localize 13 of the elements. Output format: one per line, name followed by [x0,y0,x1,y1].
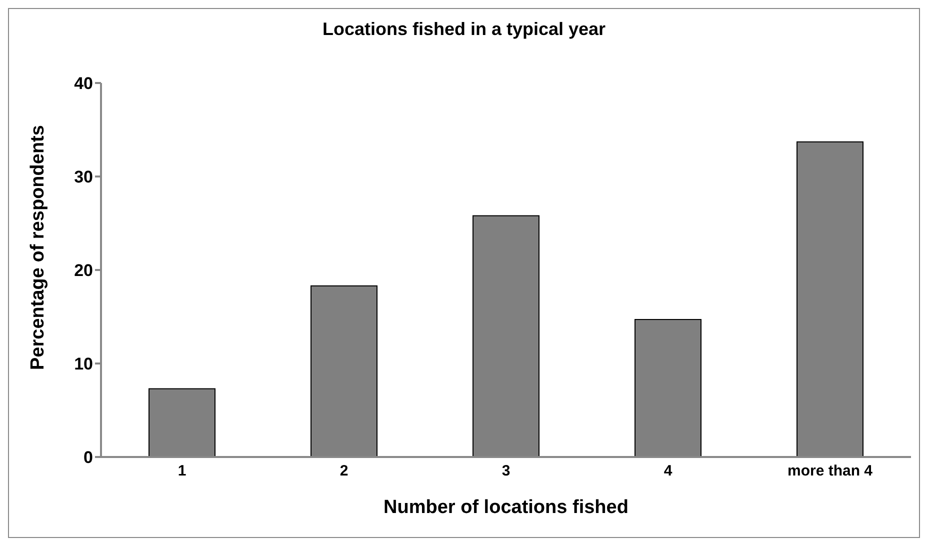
y-axis-title: Percentage of respondents [28,125,49,370]
x-tick-label: more than 4 [787,462,874,480]
y-tick-label: 40 [74,74,93,94]
x-tick-label: 4 [664,462,673,480]
x-tick-label: 2 [340,462,348,480]
x-tick-label: 1 [178,462,186,480]
chart-title: Locations fished in a typical year [321,19,607,40]
x-tick-label: 3 [502,462,510,480]
y-tick-label: 20 [74,261,93,280]
y-tick-label: 10 [74,354,93,374]
y-tick-label: 30 [74,168,93,187]
x-axis-title: Number of locations fished [384,497,628,518]
y-tick-label: 0 [84,448,93,468]
